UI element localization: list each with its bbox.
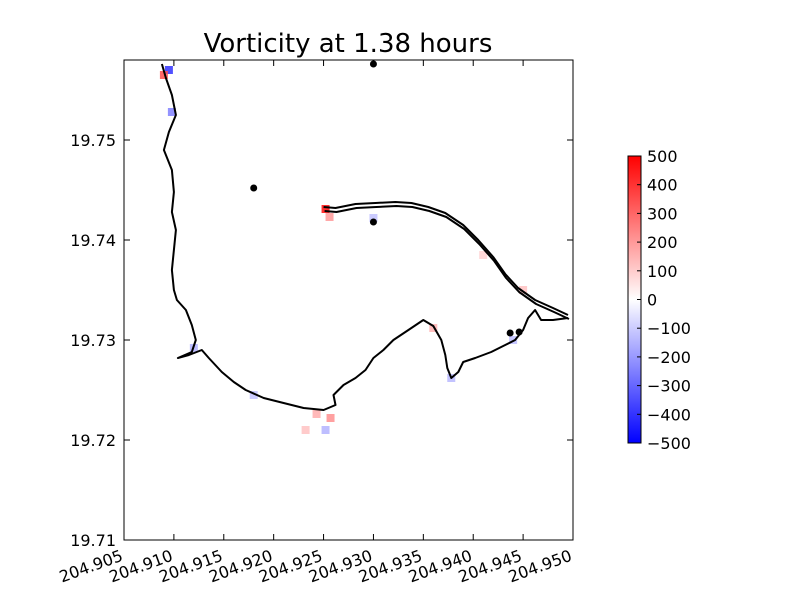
- colorbar-tick-label: −400: [647, 405, 691, 424]
- colorbar: 500 400 300 200 100 0 −100 −200 −300 −400 −500: [627, 147, 691, 453]
- colorbar-tick-label: 200: [647, 233, 678, 252]
- coastline-layer: [160, 63, 570, 411]
- gauge-point: [369, 218, 377, 226]
- vorticity-patch: [312, 410, 321, 418]
- vorticity-patch: [301, 426, 310, 434]
- colorbar-tick-label: 100: [647, 262, 678, 281]
- y-tick-label: 19.75: [70, 131, 116, 150]
- chart-title: Vorticity at 1.38 hours: [204, 29, 493, 59]
- gauge-point: [515, 328, 523, 336]
- vorticity-patch: [321, 205, 330, 213]
- breakwater-inner-line: [324, 205, 570, 320]
- vorticity-patch: [321, 426, 330, 434]
- colorbar-tick-label: −300: [647, 377, 691, 396]
- vorticity-patch: [159, 71, 168, 79]
- colorbar-tick-label: 400: [647, 176, 678, 195]
- gauge-point: [250, 184, 258, 192]
- vorticity-patch: [164, 66, 173, 74]
- y-axis: 19.71 19.72 19.73 19.74 19.75: [70, 131, 573, 550]
- vorticity-patch: [167, 108, 176, 116]
- plot-area: [124, 60, 573, 540]
- colorbar-tick-label: −500: [647, 434, 691, 453]
- shoreline-line: [160, 63, 569, 411]
- y-tick-label: 19.72: [70, 431, 116, 450]
- vorticity-patch: [369, 214, 378, 222]
- y-tick-label: 19.74: [70, 231, 116, 250]
- y-tick-label: 19.71: [70, 531, 116, 550]
- vorticity-patch: [519, 286, 528, 294]
- vorticity-patch: [479, 251, 488, 259]
- colorbar-tick-label: 0: [647, 291, 657, 310]
- colorbar-tick-label: −200: [647, 348, 691, 367]
- y-tick-label: 19.73: [70, 331, 116, 350]
- vorticity-patch: [325, 213, 334, 221]
- colorbar-tick-label: 300: [647, 204, 678, 223]
- plot-frame: [123, 59, 574, 541]
- colorbar-ticks: 500 400 300 200 100 0 −100 −200 −300 −400 −500: [637, 147, 691, 453]
- breakwater-line: [323, 201, 569, 316]
- vorticity-patch: [249, 391, 258, 399]
- vorticity-patch: [326, 414, 335, 422]
- colorbar-tick-label: −100: [647, 319, 691, 338]
- gauge-point: [506, 329, 514, 337]
- gauge-points: [250, 60, 523, 337]
- colorbar-tick-label: 500: [647, 147, 678, 166]
